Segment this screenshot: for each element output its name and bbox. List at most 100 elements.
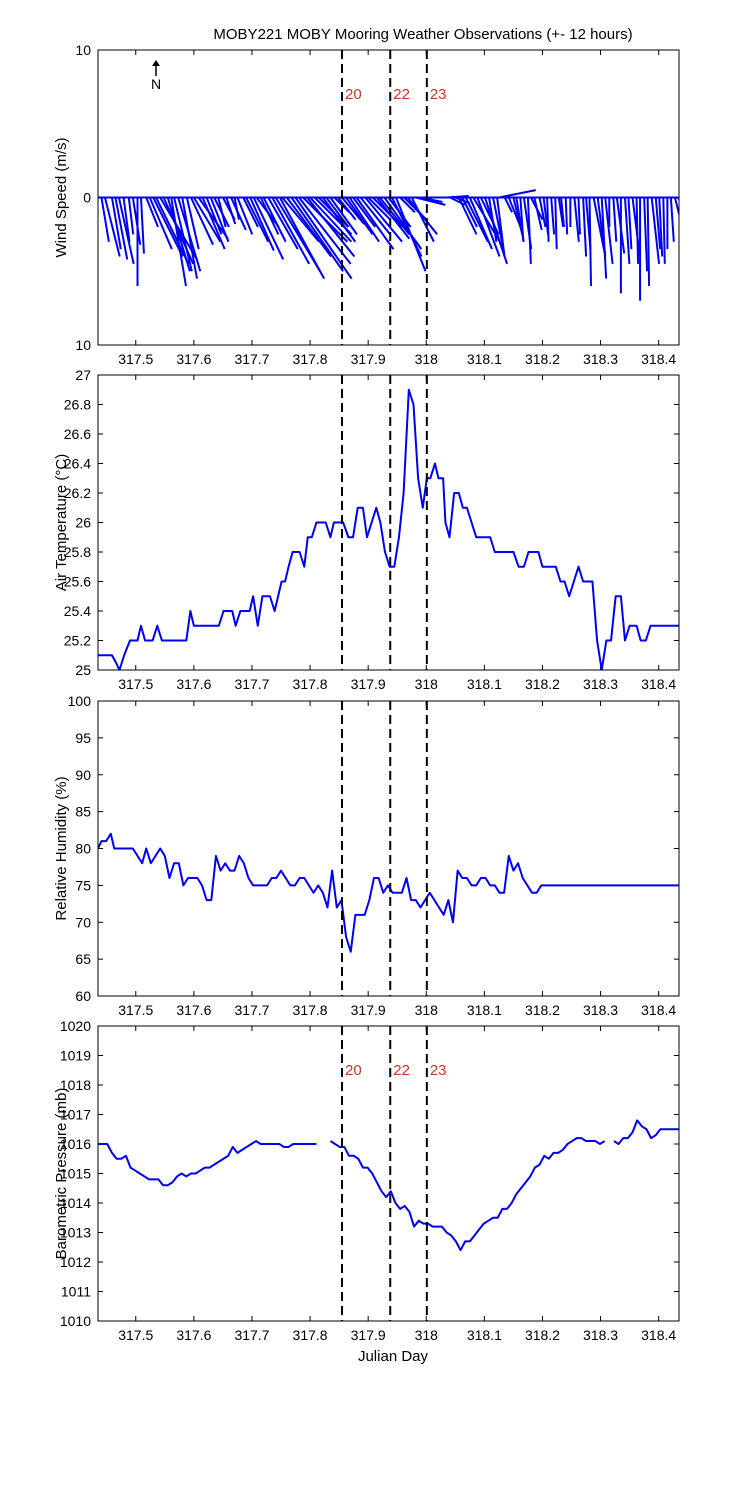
x-tick-label: 317.8 (293, 351, 328, 367)
wind-stick (533, 197, 543, 231)
wind-stick (278, 197, 325, 280)
panel-data (98, 189, 679, 301)
y-tick-label: 1019 (60, 1048, 91, 1064)
x-tick-label: 317.7 (234, 351, 269, 367)
wind-stick (364, 196, 403, 243)
x-tick-label: 317.6 (176, 1002, 211, 1018)
y-tick-label: 1015 (60, 1166, 91, 1182)
wind-stick (646, 197, 651, 287)
y-tick-label: 75 (75, 877, 91, 893)
panel-1: 317.5 317.6 317.7 317.8 317.9 318 318.1 318.2 31… (53, 42, 680, 367)
y-tick-label: 10 (75, 337, 91, 353)
x-tick-label: 317.6 (176, 1327, 211, 1343)
wind-stick (526, 197, 532, 264)
wind-stick (152, 197, 184, 257)
wind-stick (496, 197, 506, 257)
wind-stick (139, 197, 145, 254)
axes-frame (97, 1025, 680, 1322)
wind-stick (376, 196, 411, 240)
wind-stick (406, 196, 438, 235)
wind-stick (341, 196, 365, 225)
axes-frame (97, 374, 680, 671)
x-tick-label: 317.7 (234, 1327, 269, 1343)
event-label: 23 (430, 1062, 447, 1079)
series-line (98, 832, 679, 953)
wind-stick (252, 197, 285, 260)
wind-stick (461, 197, 478, 228)
wind-stick (209, 197, 230, 243)
wind-stick (337, 196, 357, 221)
y-tick-label: 95 (75, 730, 91, 746)
x-tick-label: 318.1 (467, 351, 502, 367)
x-tick-label: 318 (415, 1327, 439, 1343)
wind-stick (410, 197, 435, 243)
y-tick-label: 1018 (60, 1077, 91, 1093)
y-tick-label: 1016 (60, 1136, 91, 1152)
x-tick-label: 318.3 (583, 676, 618, 692)
wind-stick (573, 197, 580, 242)
y-tick-label: 27 (75, 367, 91, 383)
axes-frame (97, 49, 680, 346)
y-tick-label: 26.4 (64, 456, 91, 472)
wind-stick (399, 196, 416, 213)
wind-stick (181, 197, 198, 279)
wind-stick (170, 197, 187, 287)
wind-stick (217, 197, 227, 228)
panel-4: 317.5 317.6 317.7 317.8 317.9 318 318.1 318.2 31… (53, 1018, 680, 1343)
x-tick-label: 318 (415, 1002, 439, 1018)
x-tick-label: 317.9 (351, 676, 386, 692)
wind-stick (658, 197, 664, 257)
wind-stick (457, 197, 478, 235)
wind-stick (379, 196, 411, 235)
wind-stick (306, 196, 356, 258)
series-line (98, 1119, 679, 1252)
wind-stick (148, 197, 173, 250)
x-tick-label: 317.7 (234, 676, 269, 692)
x-tick-label: 317.5 (118, 351, 153, 367)
y-tick-label: 1020 (60, 1018, 91, 1034)
wind-stick (345, 196, 374, 235)
y-tick-label: 60 (75, 988, 91, 1004)
wind-stick (249, 197, 275, 252)
x-tick-label: 317.6 (176, 676, 211, 692)
wind-stick (538, 197, 547, 228)
y-tick-label: 25.6 (64, 574, 91, 590)
north-arrow-head (152, 60, 160, 66)
wind-stick (236, 197, 254, 235)
x-tick-label: 317.8 (293, 1327, 328, 1343)
wind-stick (650, 197, 661, 264)
wind-stick (201, 197, 226, 250)
wind-stick (359, 196, 391, 235)
y-axis-title: Relative Humidity (%) (53, 776, 70, 920)
wind-stick (604, 197, 614, 264)
x-tick-label: 317.8 (293, 1002, 328, 1018)
x-tick-label: 318.3 (583, 1002, 618, 1018)
x-tick-label: 318.1 (467, 1327, 502, 1343)
event-label: 20 (345, 86, 362, 103)
wind-stick (564, 197, 569, 235)
wind-stick (290, 196, 344, 272)
x-tick-label: 317.5 (118, 676, 153, 692)
wind-stick (166, 197, 191, 272)
panel-data (98, 1119, 679, 1252)
wind-stick (233, 197, 240, 220)
x-tick-label: 318.1 (467, 676, 502, 692)
wind-stick (582, 197, 588, 257)
wind-stick (654, 197, 662, 250)
event-label: 22 (393, 86, 410, 103)
x-tick-label: 317.8 (293, 676, 328, 692)
event-label: 22 (393, 1062, 410, 1079)
wind-stick (355, 196, 395, 250)
y-tick-label: 26.2 (64, 485, 91, 501)
wind-stick (588, 197, 593, 287)
wind-stick (348, 196, 380, 243)
wind-stick (488, 197, 498, 242)
wind-stick (464, 197, 489, 243)
axes-frame (97, 700, 680, 997)
wind-stick (577, 197, 581, 235)
x-axis-title: Julian Day (358, 1348, 429, 1365)
wind-stick (185, 197, 200, 250)
x-tick-label: 317.5 (118, 1327, 153, 1343)
y-tick-label: 90 (75, 767, 91, 783)
